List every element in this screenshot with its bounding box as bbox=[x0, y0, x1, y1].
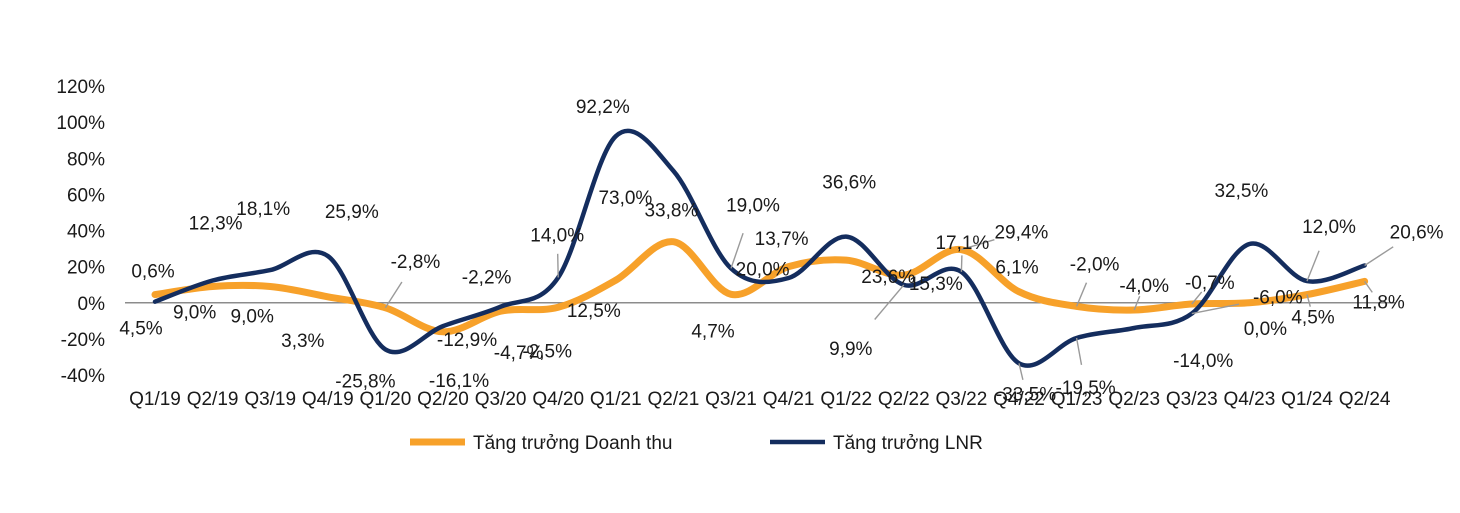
x-tick-label: Q1/22 bbox=[820, 389, 872, 410]
revenue-growth-data-label: 3,3% bbox=[281, 331, 324, 352]
profit-growth-data-label: 19,0% bbox=[726, 195, 780, 216]
profit-growth-data-label: 0,6% bbox=[131, 262, 174, 283]
leader-line bbox=[1077, 338, 1082, 365]
revenue-growth-data-label: 33,8% bbox=[644, 201, 698, 222]
x-tick-label: Q2/21 bbox=[648, 389, 700, 410]
profit-growth-data-label: 20,6% bbox=[1390, 223, 1444, 244]
y-axis: -40% -20% 0% 20% 40% 60% 80% 100% 120% bbox=[56, 77, 105, 387]
legend-label-profit-growth: Tăng trưởng LNR bbox=[833, 433, 983, 454]
x-tick-label: Q2/22 bbox=[878, 389, 930, 410]
x-tick-label: Q3/22 bbox=[936, 389, 988, 410]
y-tick-label: 20% bbox=[67, 258, 105, 279]
profit-growth-data-label: 9,9% bbox=[829, 339, 872, 360]
revenue-growth-data-label: -16,1% bbox=[429, 371, 489, 392]
x-tick-label: Q1/24 bbox=[1281, 389, 1333, 410]
revenue-growth-data-label: -2,8% bbox=[391, 252, 441, 273]
profit-growth-data-label: 13,7% bbox=[755, 229, 809, 250]
profit-growth-data-label: -33,5% bbox=[996, 384, 1056, 405]
revenue-growth-data-label: -0,7% bbox=[1185, 273, 1235, 294]
x-tick-label: Q2/24 bbox=[1339, 389, 1391, 410]
revenue-growth-data-label: 4,7% bbox=[691, 321, 734, 342]
revenue-growth-data-label: 6,1% bbox=[995, 258, 1038, 279]
revenue-growth-data-label: 9,0% bbox=[231, 307, 274, 328]
profit-growth-data-label: -14,0% bbox=[1173, 351, 1233, 372]
y-tick-label: 60% bbox=[67, 185, 105, 206]
profit-growth-data-label: -6,0% bbox=[1253, 288, 1303, 309]
revenue-growth-data-label: 23,6% bbox=[861, 267, 915, 288]
profit-growth-data-label: 92,2% bbox=[576, 97, 630, 118]
y-tick-label: 120% bbox=[56, 77, 105, 98]
y-tick-label: -40% bbox=[61, 366, 105, 387]
legend: Tăng trưởng Doanh thu Tăng trưởng LNR bbox=[410, 433, 983, 454]
y-tick-label: 0% bbox=[78, 294, 106, 315]
revenue-growth-data-label: 15,3% bbox=[909, 274, 963, 295]
revenue-growth-data-label: 4,5% bbox=[119, 319, 162, 340]
revenue-growth-data-label: 29,4% bbox=[994, 223, 1048, 244]
revenue-growth-data-label: 12,5% bbox=[567, 301, 621, 322]
x-tick-label: Q1/21 bbox=[590, 389, 642, 410]
x-tick-label: Q4/20 bbox=[532, 389, 584, 410]
profit-growth-data-label: 36,6% bbox=[822, 173, 876, 194]
profit-growth-data-label: 25,9% bbox=[325, 202, 379, 223]
leader-line bbox=[385, 282, 402, 308]
revenue-growth-data-label: -2,5% bbox=[522, 341, 572, 362]
leader-line bbox=[961, 255, 962, 272]
y-tick-label: 80% bbox=[67, 149, 105, 170]
profit-growth-data-label: -2,2% bbox=[462, 268, 512, 289]
x-tick-label: Q1/19 bbox=[129, 389, 181, 410]
x-tick-label: Q3/20 bbox=[475, 389, 527, 410]
revenue-growth-data-label: -4,0% bbox=[1119, 276, 1169, 297]
profit-growth-data-label: 17,1% bbox=[935, 233, 989, 254]
x-tick-label: Q4/21 bbox=[763, 389, 815, 410]
profit-growth-data-label: 12,0% bbox=[1302, 217, 1356, 238]
y-tick-label: 40% bbox=[67, 222, 105, 243]
revenue-growth-data-label: 4,5% bbox=[1291, 308, 1334, 329]
revenue-growth-data-label: 20,0% bbox=[736, 260, 790, 281]
x-tick-label: Q4/23 bbox=[1224, 389, 1276, 410]
leader-line bbox=[1365, 247, 1394, 266]
x-tick-label: Q3/23 bbox=[1166, 389, 1218, 410]
leader-line bbox=[1307, 251, 1319, 281]
leader-line bbox=[1365, 281, 1373, 292]
x-tick-label: Q2/20 bbox=[417, 389, 469, 410]
profit-growth-data-label: 18,1% bbox=[236, 199, 290, 220]
x-tick-label: Q2/19 bbox=[187, 389, 239, 410]
revenue-growth-data-label: 11,8% bbox=[1352, 292, 1405, 313]
legend-label-revenue-growth: Tăng trưởng Doanh thu bbox=[473, 433, 672, 454]
profit-growth-data-label: -12,9% bbox=[437, 330, 497, 351]
profit-growth-data-label: -25,8% bbox=[335, 371, 395, 392]
leader-line bbox=[558, 254, 559, 278]
y-tick-label: -20% bbox=[61, 330, 105, 351]
y-tick-label: 100% bbox=[56, 113, 105, 134]
x-tick-label: Q3/19 bbox=[244, 389, 296, 410]
revenue-growth-data-label: 0,0% bbox=[1244, 319, 1287, 340]
x-tick-label: Q2/23 bbox=[1108, 389, 1160, 410]
profit-growth-data-label: 32,5% bbox=[1214, 181, 1268, 202]
revenue-growth-data-label: -2,0% bbox=[1070, 254, 1120, 275]
x-tick-label: Q3/21 bbox=[705, 389, 757, 410]
revenue-growth-data-label: 9,0% bbox=[173, 303, 216, 324]
profit-growth-data-label: 12,3% bbox=[189, 214, 243, 235]
profit-growth-data-label: 14,0% bbox=[530, 226, 584, 247]
profit-growth-data-label: -19,5% bbox=[1055, 378, 1115, 399]
profit-growth-data-label: 73,0% bbox=[598, 188, 652, 209]
